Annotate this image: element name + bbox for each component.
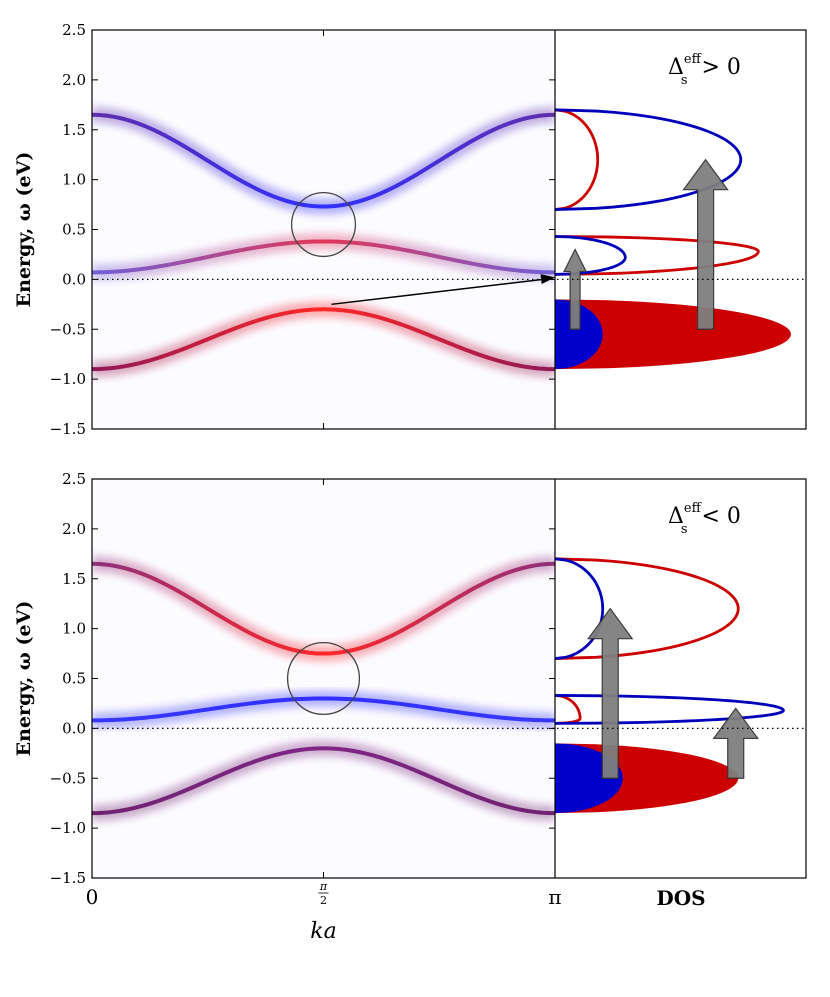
y-tick-label: 2.5 [62, 21, 86, 39]
gap-sign-annotation: Δeff s < 0 [668, 501, 741, 537]
transition-arrow-2 [712, 707, 759, 779]
y-tick-label: 1.5 [62, 570, 86, 588]
annotation-delta: Δ [668, 55, 684, 80]
y-tick-label: 2.0 [62, 520, 86, 538]
y-tick-label: −0.5 [50, 769, 86, 787]
band-upper [92, 112, 555, 209]
connecting-arrow [331, 278, 544, 306]
y-tick-label: −0.5 [50, 320, 86, 338]
spectral-bands [92, 106, 555, 378]
y-tick-label: 0.5 [62, 221, 86, 239]
transition-arrow-1 [563, 248, 588, 330]
transition-arrow-2 [682, 158, 729, 330]
y-tick-label: −1.0 [50, 370, 86, 388]
gap-sign-annotation: Δeff s > 0 [668, 52, 741, 88]
band-lower [92, 307, 555, 372]
bottom-panel: 2.5 2.0 1.5 1.0 0.5 0.0 −0.5 −1.0 −1.5 Energy, ω … [13, 470, 807, 887]
dos-blue-mid-curve [555, 235, 627, 276]
y-tick-label: 1.0 [62, 171, 86, 189]
band-upper [92, 561, 555, 656]
dos-curves [555, 557, 785, 814]
annotation-relation: < 0 [702, 504, 741, 529]
spectral-background [92, 479, 555, 878]
y-tick-label: 0.0 [62, 719, 86, 737]
band-lower [92, 746, 555, 816]
y-tick-label: 1.5 [62, 121, 86, 139]
avoided-crossing-circle [286, 641, 361, 716]
dos-filled-red [555, 299, 791, 370]
y-tick-label: −1.5 [50, 869, 86, 887]
y-tick-label: −1.5 [50, 420, 86, 438]
annotation-delta: Δ [668, 504, 684, 529]
annotation-sub: s [681, 522, 688, 537]
dos-blue-mid-curve [555, 694, 785, 725]
annotation-relation: > 0 [702, 55, 741, 80]
x-tick-label: π [548, 885, 561, 909]
dos-blue-upper-curve [555, 557, 605, 660]
spectral-bands [92, 555, 555, 822]
band-middle [92, 239, 555, 275]
y-axis-label: Energy, ω (eV) [13, 152, 35, 308]
band-middle [92, 696, 555, 723]
x-tick-label: 0 [86, 885, 99, 909]
dos-curves [555, 108, 791, 370]
y-tick-label: 0.0 [62, 270, 86, 288]
y-axis-label: Energy, ω (eV) [13, 601, 35, 757]
dos-red-upper-curve [555, 557, 740, 660]
dos-axis-label: DOS [656, 886, 705, 910]
annotation-sup: eff [684, 501, 703, 516]
spectral-background [92, 30, 555, 429]
avoided-crossing-circle [290, 191, 357, 258]
dos-red-upper-curve [555, 108, 600, 211]
dos-red-mid-curve [555, 694, 582, 725]
x-axis-label: ka [310, 919, 336, 944]
y-tick-label: 0.5 [62, 670, 86, 688]
y-tick-label: 1.0 [62, 620, 86, 638]
x-tick-label-denominator: 2 [320, 894, 327, 907]
y-tick-label: 2.0 [62, 71, 86, 89]
dos-blue-upper-curve [555, 108, 743, 211]
annotation-sup: eff [684, 52, 703, 67]
annotation-sub: s [681, 73, 688, 88]
dos-filled-blue [555, 299, 603, 370]
y-tick-label: 2.5 [62, 470, 86, 488]
top-panel: 2.5 2.0 1.5 1.0 0.5 0.0 −0.5 −1.0 −1.5 Energy, ω … [13, 21, 807, 438]
dos-red-mid-curve [555, 235, 760, 276]
y-tick-label: −1.0 [50, 819, 86, 837]
transition-arrow-1 [587, 607, 634, 779]
connecting-arrow-head [540, 274, 556, 285]
x-tick-label-numerator: π [319, 880, 328, 893]
